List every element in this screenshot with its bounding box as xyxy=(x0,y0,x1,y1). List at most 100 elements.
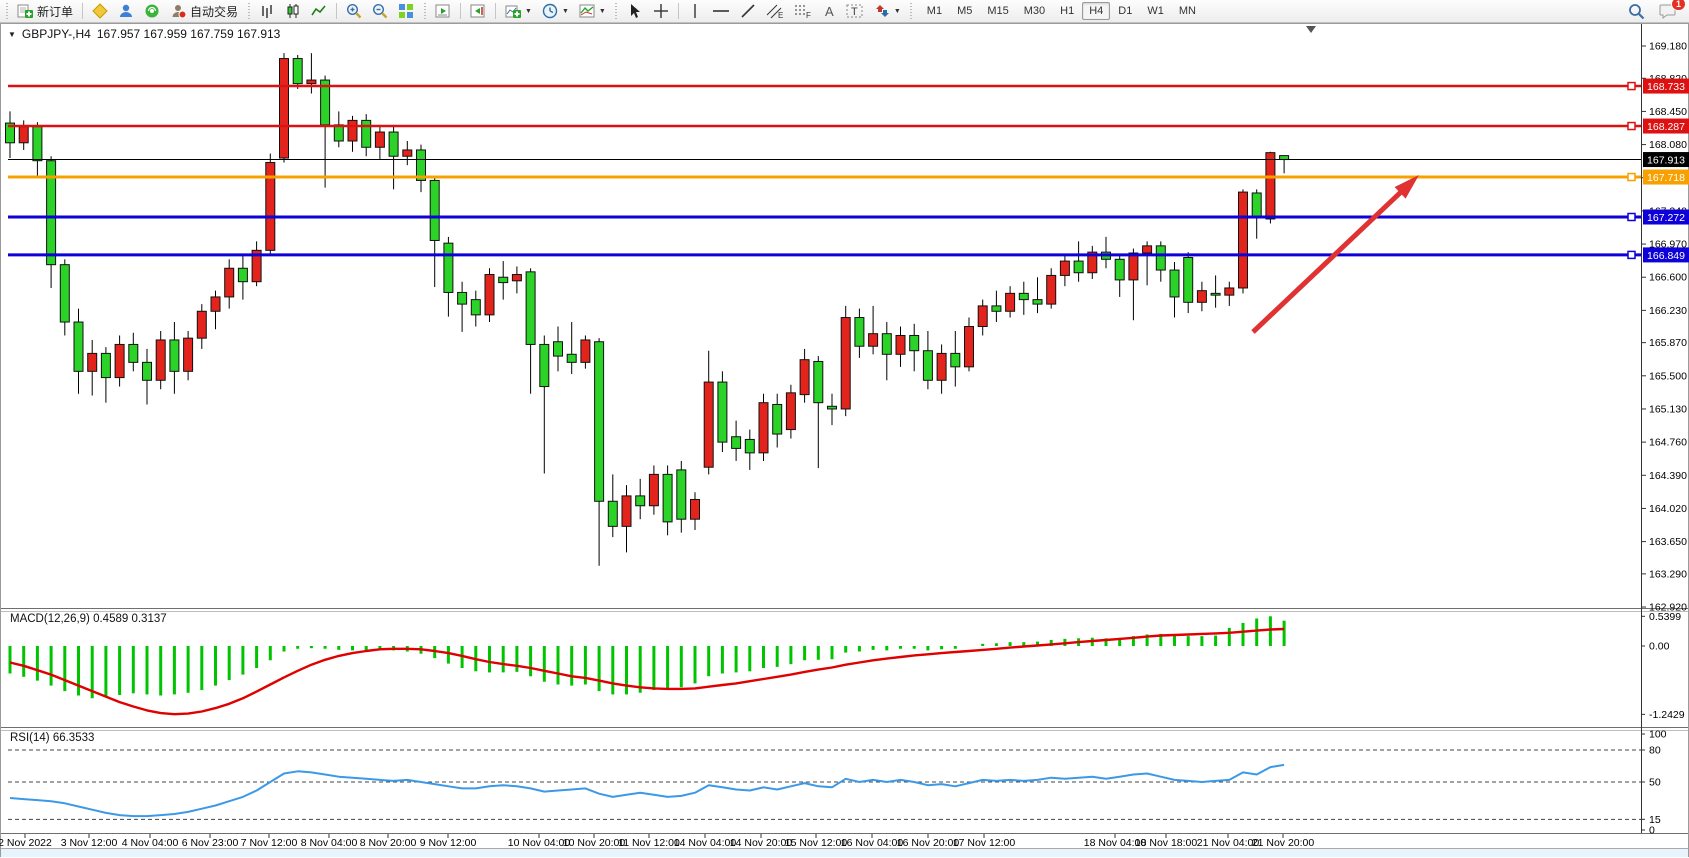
timeframe-button-M15[interactable]: M15 xyxy=(980,2,1015,20)
line-handle[interactable] xyxy=(1627,172,1636,182)
candle-body xyxy=(690,498,700,520)
search-button[interactable] xyxy=(1624,0,1649,22)
periods-button[interactable]: ▼ xyxy=(538,0,573,22)
zoom-in-button[interactable] xyxy=(342,0,366,22)
candle-body xyxy=(758,402,769,454)
bottom-strip xyxy=(1,849,1688,857)
candle-body xyxy=(484,274,495,316)
macd-scale-label: 0.00 xyxy=(1649,641,1670,653)
candle-body xyxy=(100,352,111,379)
candlestick-chart-button[interactable] xyxy=(281,0,305,22)
date-label: 11 Nov 12:00 xyxy=(618,837,680,849)
signals-button[interactable] xyxy=(140,0,164,22)
candles xyxy=(5,53,1290,566)
date-label: 17 Nov 12:00 xyxy=(953,837,1016,849)
date-label: 15 Nov 12:00 xyxy=(785,837,848,849)
line-chart-button[interactable] xyxy=(307,0,331,22)
candle-body xyxy=(580,339,591,363)
price-tick-label: 164.020 xyxy=(1649,503,1687,515)
line-handle[interactable] xyxy=(1627,212,1636,222)
indicators-button[interactable]: ▼ xyxy=(501,0,536,22)
chart-shift-icon xyxy=(470,3,486,19)
bar-chart-button[interactable] xyxy=(255,0,279,22)
candle-body xyxy=(18,126,29,144)
arrows-button[interactable]: ▼ xyxy=(870,0,905,22)
candle-body xyxy=(361,119,372,148)
fibonacci-button[interactable]: F xyxy=(790,0,816,22)
vertical-line-button[interactable] xyxy=(684,0,706,22)
candle-body xyxy=(1279,155,1290,161)
candle-body xyxy=(922,350,933,381)
symbol-period-label: GBPJPY-,H4 xyxy=(21,27,91,41)
new-order-button[interactable]: 新订单 xyxy=(13,0,77,22)
metaeditor-button[interactable] xyxy=(88,0,112,22)
trend-arrow-line[interactable] xyxy=(1251,186,1407,334)
arrows-icon xyxy=(874,3,890,19)
text-button[interactable]: A xyxy=(818,0,840,22)
candle-body xyxy=(429,179,440,241)
timeframe-button-M5[interactable]: M5 xyxy=(950,2,979,20)
chart-shift-marker[interactable] xyxy=(1306,26,1316,33)
timeframe-button-M1[interactable]: M1 xyxy=(920,2,949,20)
candle-body xyxy=(895,334,906,355)
timeframe-button-D1[interactable]: D1 xyxy=(1111,2,1139,20)
templates-button[interactable]: ▼ xyxy=(575,0,610,22)
toolbar-grip xyxy=(908,3,914,19)
trend-arrow-head[interactable] xyxy=(1394,175,1419,199)
svg-text:F: F xyxy=(806,11,811,19)
crosshair-button[interactable] xyxy=(649,0,673,22)
timeframe-button-H4[interactable]: H4 xyxy=(1082,2,1111,20)
price-tick-label: 165.500 xyxy=(1649,370,1687,382)
text-icon: A xyxy=(822,3,836,19)
candle-body xyxy=(251,249,262,283)
equidistant-channel-button[interactable]: E xyxy=(762,0,788,22)
candle-body xyxy=(210,296,221,312)
price-tick-label: 164.390 xyxy=(1649,470,1687,482)
timeframe-button-H1[interactable]: H1 xyxy=(1053,2,1081,20)
candle-body xyxy=(443,242,454,293)
rsi-scale-label: 80 xyxy=(1649,744,1661,756)
timeframe-button-MN[interactable]: MN xyxy=(1172,2,1203,20)
auto-trading-button[interactable]: 自动交易 xyxy=(166,0,242,22)
zoom-out-button[interactable] xyxy=(368,0,392,22)
candle-body xyxy=(32,126,43,162)
date-label: 4 Nov 04:00 xyxy=(122,837,179,849)
line-handle[interactable] xyxy=(1627,81,1636,91)
date-label: 2 Nov 2022 xyxy=(0,837,52,849)
timeframe-button-M30[interactable]: M30 xyxy=(1017,2,1052,20)
ohlc-values: 167.957 167.959 167.759 167.913 xyxy=(96,27,281,41)
candle-body xyxy=(1046,274,1057,305)
community-button[interactable] xyxy=(114,0,138,22)
timeframe-button-W1[interactable]: W1 xyxy=(1140,2,1171,20)
text-label-button[interactable]: T xyxy=(842,0,868,22)
candle-body xyxy=(1087,251,1098,274)
price-label-text: 166.849 xyxy=(1647,250,1685,262)
cursor-button[interactable] xyxy=(623,0,647,22)
candle-body xyxy=(1210,292,1221,296)
auto-trading-label: 自动交易 xyxy=(190,4,239,19)
candle-body xyxy=(840,317,851,410)
tile-windows-button[interactable] xyxy=(394,0,418,22)
macd-indicator xyxy=(8,616,1286,716)
chart-shift-button[interactable] xyxy=(466,0,490,22)
separator xyxy=(495,3,497,19)
line-handle[interactable] xyxy=(1627,121,1636,131)
candle-body xyxy=(279,58,289,159)
price-label-text: 168.733 xyxy=(1647,81,1685,93)
equidistant-channel-icon: E xyxy=(766,3,784,19)
candle-body xyxy=(648,473,659,507)
candle-body xyxy=(1032,299,1043,305)
chat-button[interactable]: 1 xyxy=(1655,0,1686,22)
candle-body xyxy=(744,438,755,454)
price-tick-label: 168.080 xyxy=(1649,139,1687,151)
candle-body xyxy=(224,267,235,298)
trendline-button[interactable] xyxy=(736,0,760,22)
candle-body xyxy=(169,339,180,372)
auto-scroll-button[interactable] xyxy=(431,0,455,22)
date-label: 6 Nov 23:00 xyxy=(182,837,239,849)
line-handle[interactable] xyxy=(1627,250,1636,260)
candlestick-chart-icon xyxy=(285,3,301,19)
macd-signal-line xyxy=(9,627,1285,716)
horizontal-line-button[interactable] xyxy=(708,0,734,22)
